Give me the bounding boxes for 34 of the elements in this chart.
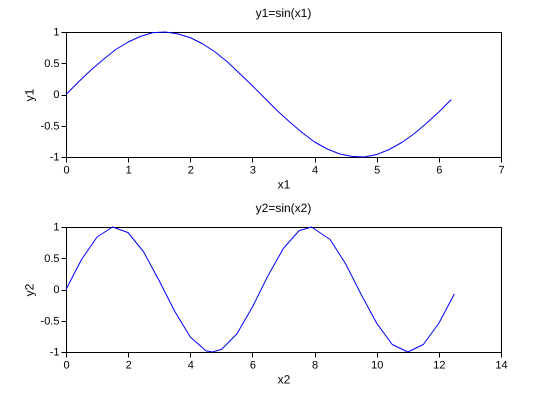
x-tick-label: 6 [436, 164, 442, 176]
y-tick-label: 0.5 [44, 252, 60, 265]
y-tick-label: 0.5 [44, 58, 60, 70]
y-tick-label: -0.5 [40, 315, 60, 328]
x-tick-label: 0 [63, 164, 70, 176]
x-axis-title: x2 [278, 372, 291, 386]
x-tick-label: 12 [433, 360, 446, 372]
y-tick-label: -1 [50, 152, 60, 164]
line-series [66, 32, 452, 158]
y-tick-label: -0.5 [40, 120, 60, 132]
x-tick-label: 2 [126, 360, 132, 372]
x-tick-label: 6 [250, 360, 256, 372]
x-tick-label: 10 [371, 360, 384, 372]
y-axis-title: y2 [22, 283, 37, 296]
y-tick-label: 0 [53, 89, 60, 101]
y-tick-label: 1 [53, 26, 60, 38]
x-tick-label: 0 [63, 360, 70, 372]
y-tick-label: 1 [53, 222, 60, 234]
x-tick-label: 14 [495, 360, 508, 372]
chart-title: y2=sin(x2) [256, 201, 312, 215]
y-tick-label: -1 [50, 346, 60, 358]
x-tick-label: 5 [374, 164, 380, 176]
x-tick-label: 8 [312, 360, 318, 372]
line-series [66, 226, 455, 352]
x-tick-label: 1 [126, 164, 132, 176]
y-axis-title: y1 [22, 88, 37, 102]
x-tick-label: 4 [188, 360, 194, 372]
chart-title: y1=sin(x1) [256, 6, 312, 20]
x-tick-label: 4 [312, 164, 318, 176]
x-tick-label: 3 [250, 164, 256, 176]
x-axis-title: x1 [278, 178, 291, 192]
y-tick-label: 0 [53, 284, 60, 296]
x-tick-label: 7 [498, 164, 505, 176]
x-tick-label: 2 [188, 164, 194, 176]
